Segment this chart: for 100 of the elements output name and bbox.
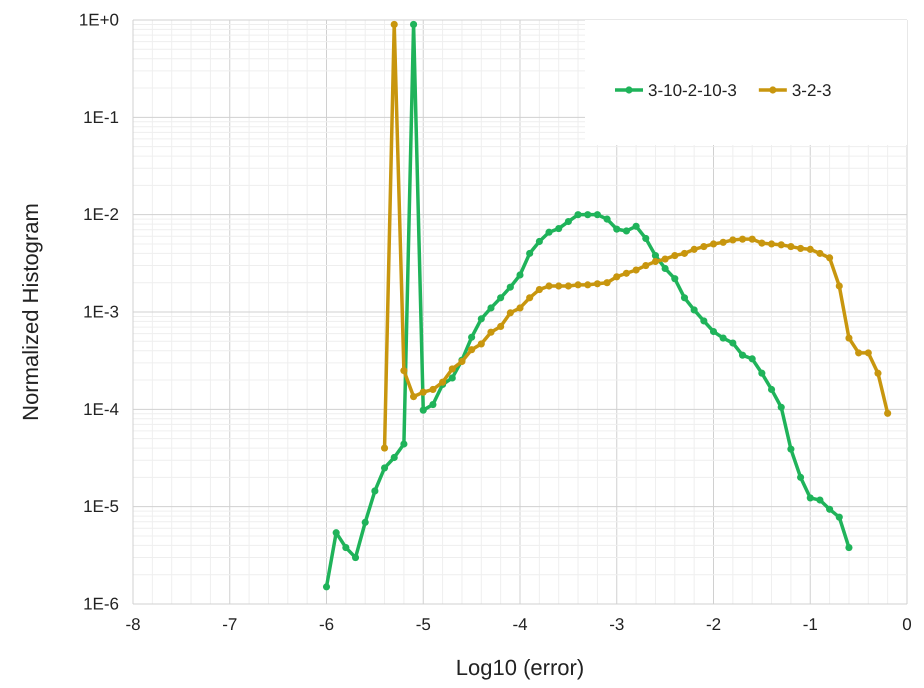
point — [748, 355, 756, 362]
point — [410, 393, 418, 400]
y-tick-label: 1E-2 — [83, 205, 119, 224]
point — [545, 282, 553, 290]
point — [420, 388, 427, 396]
point — [816, 250, 824, 257]
point — [671, 252, 678, 260]
point — [380, 464, 388, 472]
point — [468, 334, 476, 341]
point — [604, 279, 611, 286]
point — [632, 222, 640, 230]
point — [738, 352, 746, 359]
point — [758, 370, 766, 377]
point — [564, 282, 572, 290]
x-tick-label: -3 — [609, 615, 624, 634]
point — [662, 255, 669, 263]
point — [652, 252, 660, 260]
point — [662, 264, 669, 272]
point — [826, 254, 834, 262]
point — [864, 349, 872, 356]
point — [806, 246, 814, 253]
point — [594, 211, 601, 218]
point — [680, 250, 688, 257]
point — [845, 334, 853, 342]
point — [497, 294, 504, 302]
point — [371, 487, 378, 495]
x-tick-label: -1 — [802, 615, 818, 634]
point — [390, 20, 398, 28]
point — [700, 243, 708, 250]
point — [613, 226, 620, 233]
point — [729, 339, 736, 347]
point — [748, 236, 756, 243]
legend-label: 3-10-2-10-3 — [648, 81, 737, 100]
point — [487, 328, 495, 336]
point — [720, 334, 727, 342]
point — [738, 236, 746, 243]
y-axis-title: Normalized Histogram — [18, 203, 43, 421]
point — [613, 273, 620, 280]
point — [690, 306, 698, 314]
point — [526, 250, 534, 257]
point — [584, 281, 592, 288]
point — [768, 240, 776, 248]
point — [700, 317, 708, 324]
point — [497, 322, 504, 330]
point — [380, 444, 388, 452]
point — [758, 240, 766, 247]
point — [564, 218, 572, 226]
point — [594, 280, 601, 288]
point — [806, 494, 814, 502]
point — [622, 270, 630, 277]
point — [690, 246, 698, 253]
point — [797, 244, 804, 252]
point — [729, 236, 736, 244]
y-tick-label: 1E-1 — [83, 108, 119, 127]
point — [448, 374, 456, 382]
y-tick-label: 1E-3 — [83, 302, 119, 322]
point — [516, 304, 524, 312]
x-tick-label: -7 — [222, 615, 238, 634]
x-tick-label: -6 — [318, 615, 334, 634]
point — [574, 281, 582, 288]
x-tick-label: -4 — [512, 615, 528, 634]
point — [652, 258, 660, 266]
point — [836, 514, 843, 521]
point — [342, 544, 350, 552]
y-tick-label: 1E-4 — [83, 400, 119, 419]
point — [429, 400, 436, 408]
point — [362, 518, 369, 526]
point — [439, 378, 446, 386]
point — [826, 506, 834, 513]
point — [574, 211, 582, 218]
point — [390, 454, 398, 462]
point — [710, 328, 718, 336]
point — [680, 294, 688, 302]
point — [778, 241, 785, 248]
point — [545, 228, 553, 236]
point — [536, 286, 543, 294]
point — [671, 275, 678, 282]
legend-label: 3-2-3 — [792, 81, 832, 100]
point — [642, 234, 650, 242]
point — [584, 211, 592, 218]
point — [787, 243, 794, 250]
point — [768, 386, 776, 394]
point — [874, 370, 882, 377]
point — [816, 496, 824, 504]
point — [710, 240, 718, 248]
point — [487, 304, 495, 312]
point — [536, 238, 543, 246]
point — [836, 282, 843, 290]
point — [884, 410, 892, 417]
point — [420, 406, 427, 414]
point — [506, 284, 514, 291]
x-tick-label: -2 — [706, 615, 722, 634]
point — [845, 544, 853, 552]
point — [622, 227, 630, 235]
point — [322, 583, 330, 590]
point — [797, 474, 804, 481]
point — [400, 367, 408, 374]
point — [632, 266, 640, 274]
point — [506, 309, 514, 316]
point — [526, 294, 534, 302]
